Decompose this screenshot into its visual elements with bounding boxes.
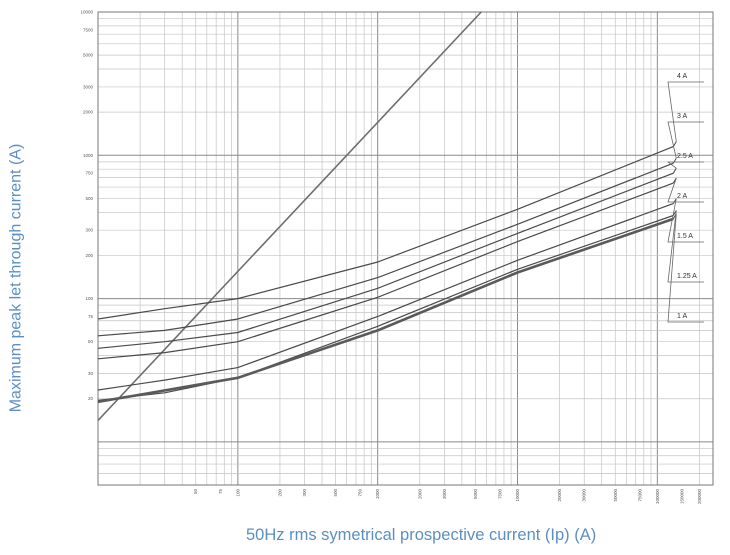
grid: 10000 7500 5000 3000 2000 1000 750 500 300 200 100…	[80, 10, 714, 505]
x-tick-label: 75000	[637, 489, 642, 502]
y-axis-label: Maximum peak let through current (A)	[7, 143, 25, 412]
y-tick-label: 7500	[83, 27, 94, 32]
y-tick-label: 100	[85, 296, 93, 301]
series-line-3	[97, 182, 674, 360]
x-tick-label: 200000	[697, 489, 702, 505]
legend-leader	[667, 81, 704, 142]
series-line-6	[97, 217, 674, 404]
y-tick-label: 750	[85, 171, 93, 176]
plot-frame	[97, 11, 714, 486]
y-tick-label: 5000	[83, 53, 94, 58]
y-tick-label: 30	[88, 371, 94, 376]
series-line-4	[97, 203, 674, 391]
x-tick-label: 150000	[679, 489, 684, 505]
x-tick-label: 20000	[557, 489, 562, 502]
x-tick-label: 7500	[498, 489, 503, 500]
legend-leader	[667, 210, 704, 283]
legend-label: 1 A	[677, 313, 687, 320]
x-axis-label: 50Hz rms symetrical prospective current …	[246, 526, 597, 544]
x-tick-label: 10000	[515, 489, 520, 502]
series-line-2	[97, 172, 674, 349]
legend-label: 2.5 A	[677, 153, 693, 160]
legend-label: 3 A	[677, 113, 687, 120]
x-tick-label: 500	[333, 489, 338, 497]
legend-label: 1.25 A	[677, 273, 697, 280]
legend-leader	[667, 213, 704, 323]
series-line-5	[97, 214, 674, 401]
y-tick-label: 1000	[83, 153, 94, 158]
series-end-tick	[672, 210, 677, 216]
y-tick-label: 200	[85, 253, 93, 258]
x-tick-label: 5000	[473, 489, 478, 500]
y-tick-label: 3000	[83, 84, 94, 89]
x-tick-label: 300	[302, 489, 307, 497]
x-tick-label: 50	[193, 489, 198, 495]
series-line-1	[97, 162, 674, 337]
series-end-tick	[672, 157, 677, 164]
x-tick-label: 50000	[613, 489, 618, 502]
legend-leader	[667, 177, 704, 203]
series-end-tick	[672, 167, 677, 174]
x-tick-label: 100000	[655, 489, 660, 505]
y-tick-label: 10000	[80, 10, 93, 15]
x-tick-label: 30000	[582, 489, 587, 502]
y-tick-label: 300	[85, 228, 93, 233]
x-tick-label: 750	[358, 489, 363, 497]
legend-leader	[666, 161, 704, 169]
y-tick-label: 75	[88, 314, 94, 319]
y-tick-label: 2000	[83, 110, 94, 115]
y-axis-label-wrap: Maximum peak let through current (A)	[3, 0, 29, 555]
legend-leader	[667, 198, 704, 243]
y-tick-label: 50	[88, 339, 94, 344]
legend-label: 4 A	[677, 73, 687, 80]
legend: 4 A 3 A 2.5 A 2 A 1.5 A 1.25 A 1 A	[666, 73, 704, 323]
x-tick-label: 1000	[375, 489, 380, 500]
series-line-0	[97, 146, 674, 320]
plot-area	[97, 11, 677, 422]
x-tick-label: 75	[218, 489, 223, 495]
legend-label: 1.5 A	[677, 233, 693, 240]
y-tick-label: 500	[85, 196, 93, 201]
x-tick-label: 3000	[442, 489, 447, 500]
legend-leader	[667, 121, 704, 159]
x-tick-label: 100	[235, 489, 240, 497]
x-tick-label: 2000	[417, 489, 422, 500]
y-tick-label: 20	[88, 396, 94, 401]
legend-label: 2 A	[677, 193, 687, 200]
x-tick-label: 200	[277, 489, 282, 497]
